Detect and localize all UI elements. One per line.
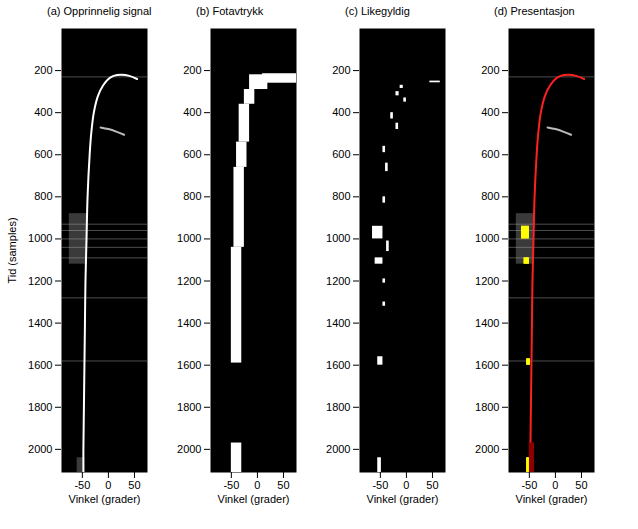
svg-text:1200: 1200 — [475, 275, 499, 287]
svg-text:600: 600 — [183, 148, 201, 160]
svg-text:1600: 1600 — [475, 359, 499, 371]
svg-text:2000: 2000 — [177, 443, 201, 455]
svg-text:0: 0 — [552, 479, 558, 491]
svg-text:50: 50 — [128, 479, 140, 491]
svg-text:1800: 1800 — [326, 401, 350, 413]
svg-text:800: 800 — [34, 190, 52, 202]
svg-text:0: 0 — [105, 479, 111, 491]
svg-text:600: 600 — [332, 148, 350, 160]
svg-text:1400: 1400 — [28, 317, 52, 329]
svg-text:200: 200 — [183, 64, 201, 76]
svg-text:400: 400 — [183, 106, 201, 118]
html-text:(d) Presentasjon: (d) Presentasjon — [494, 5, 575, 17]
svg-text:-50: -50 — [74, 479, 90, 491]
svg-text:1400: 1400 — [177, 317, 201, 329]
svg-text:200: 200 — [34, 64, 52, 76]
svg-text:-50: -50 — [372, 479, 388, 491]
svg-text:50: 50 — [277, 479, 289, 491]
svg-text:1200: 1200 — [177, 275, 201, 287]
svg-text:Vinkel (grader): Vinkel (grader) — [516, 493, 588, 505]
svg-text:0: 0 — [403, 479, 409, 491]
svg-text:50: 50 — [426, 479, 438, 491]
svg-text:200: 200 — [481, 64, 499, 76]
svg-text:800: 800 — [183, 190, 201, 202]
svg-text:1200: 1200 — [28, 275, 52, 287]
svg-text:1600: 1600 — [28, 359, 52, 371]
svg-text:1000: 1000 — [177, 232, 201, 244]
svg-text:Vinkel (grader): Vinkel (grader) — [367, 493, 439, 505]
svg-text:1800: 1800 — [177, 401, 201, 413]
svg-text:Tid (samples): Tid (samples) — [6, 217, 18, 283]
svg-text:800: 800 — [481, 190, 499, 202]
html-text:(b) Fotavtrykk: (b) Fotavtrykk — [196, 5, 264, 17]
svg-text:1600: 1600 — [326, 359, 350, 371]
svg-text:600: 600 — [481, 148, 499, 160]
html-text:(a) Opprinnelig signal: (a) Opprinnelig signal — [47, 5, 152, 17]
svg-text:1400: 1400 — [475, 317, 499, 329]
svg-text:1000: 1000 — [28, 232, 52, 244]
svg-text:0: 0 — [254, 479, 260, 491]
svg-text:Vinkel (grader): Vinkel (grader) — [69, 493, 141, 505]
svg-text:800: 800 — [332, 190, 350, 202]
svg-text:400: 400 — [332, 106, 350, 118]
svg-text:1800: 1800 — [475, 401, 499, 413]
svg-text:1000: 1000 — [475, 232, 499, 244]
svg-text:1400: 1400 — [326, 317, 350, 329]
svg-text:1800: 1800 — [28, 401, 52, 413]
svg-text:50: 50 — [575, 479, 587, 491]
svg-text:1600: 1600 — [177, 359, 201, 371]
svg-text:2000: 2000 — [28, 443, 52, 455]
svg-text:2000: 2000 — [475, 443, 499, 455]
svg-text:1000: 1000 — [326, 232, 350, 244]
svg-text:400: 400 — [34, 106, 52, 118]
svg-text:Vinkel (grader): Vinkel (grader) — [218, 493, 290, 505]
svg-text:200: 200 — [332, 64, 350, 76]
svg-text:2000: 2000 — [326, 443, 350, 455]
svg-text:-50: -50 — [521, 479, 537, 491]
html-text:(c) Likegyldig: (c) Likegyldig — [345, 5, 410, 17]
svg-text:600: 600 — [34, 148, 52, 160]
svg-text:1200: 1200 — [326, 275, 350, 287]
svg-text:-50: -50 — [223, 479, 239, 491]
svg-text:400: 400 — [481, 106, 499, 118]
